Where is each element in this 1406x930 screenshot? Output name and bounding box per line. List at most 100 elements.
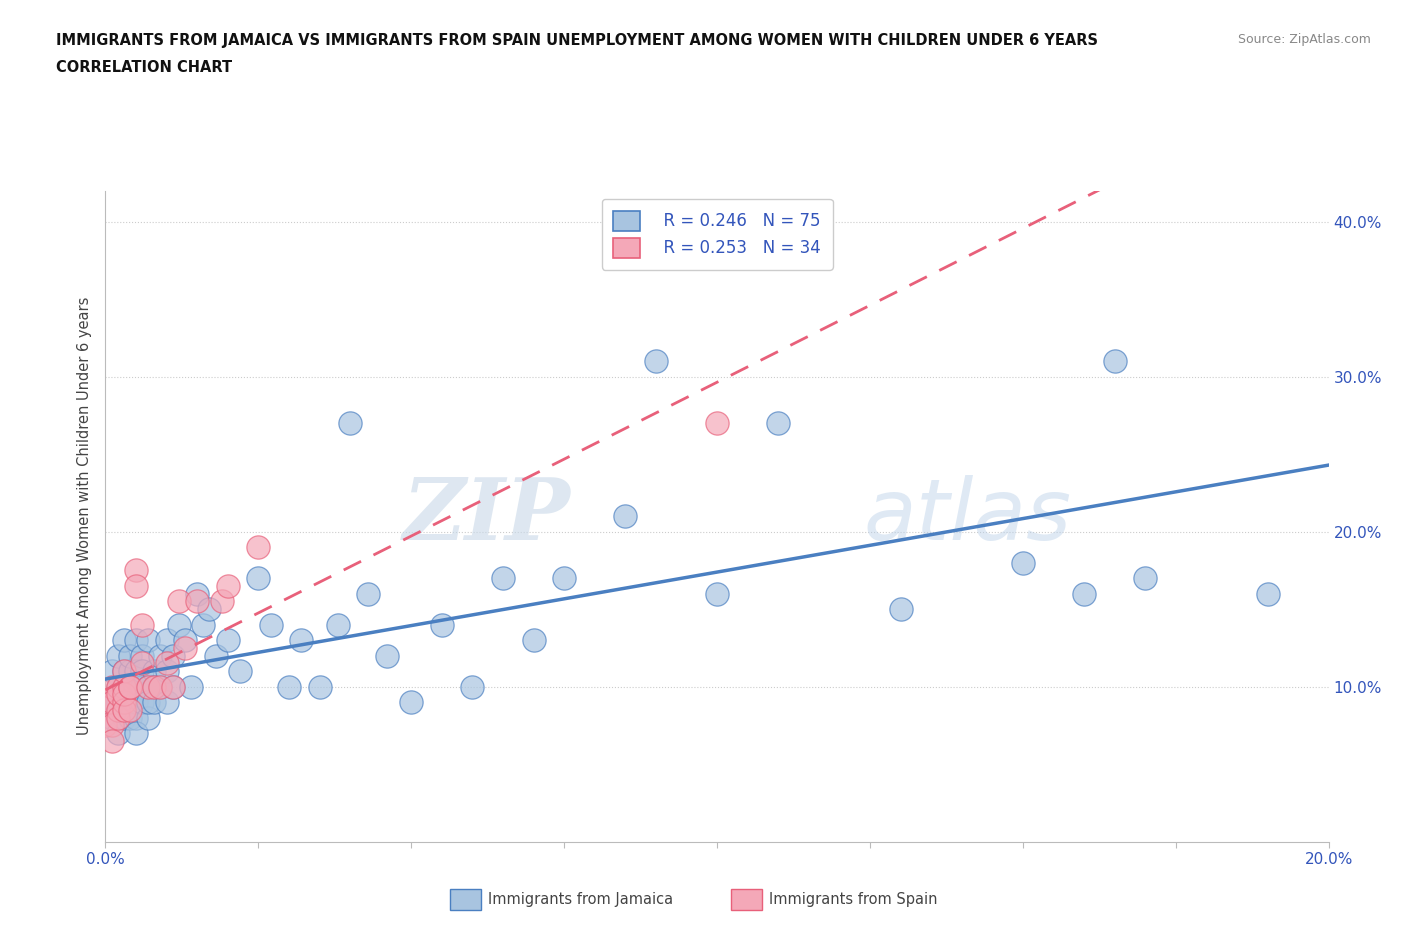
Point <box>94 718 117 733</box>
Point <box>326 618 349 632</box>
Point <box>125 679 148 694</box>
Point <box>155 664 177 679</box>
Point <box>180 679 202 694</box>
Point <box>107 679 129 694</box>
Point <box>259 618 281 632</box>
Point <box>1073 586 1095 601</box>
Point <box>112 664 135 679</box>
Point <box>523 632 546 647</box>
Point <box>204 648 226 663</box>
Point <box>229 664 252 679</box>
Point <box>278 679 301 694</box>
Point <box>167 618 190 632</box>
Point <box>247 571 270 586</box>
Point <box>193 618 215 632</box>
Point <box>125 711 148 725</box>
Point <box>112 632 135 647</box>
Point <box>1011 555 1033 570</box>
Point <box>100 679 122 694</box>
Point <box>125 725 148 740</box>
Point <box>118 648 141 663</box>
Point <box>136 679 159 694</box>
Point <box>118 679 141 694</box>
Point <box>125 695 148 710</box>
Point <box>118 711 141 725</box>
Point <box>186 594 208 609</box>
Point <box>131 695 153 710</box>
Point <box>100 718 122 733</box>
Y-axis label: Unemployment Among Women with Children Under 6 years: Unemployment Among Women with Children U… <box>77 297 93 736</box>
Point <box>125 563 148 578</box>
Point <box>131 656 153 671</box>
Point <box>112 695 135 710</box>
Point <box>217 632 239 647</box>
Point <box>125 664 148 679</box>
Point <box>136 679 159 694</box>
Point <box>112 679 135 694</box>
Point <box>143 664 166 679</box>
Point <box>308 679 330 694</box>
Text: Immigrants from Jamaica: Immigrants from Jamaica <box>488 892 673 907</box>
Point <box>118 695 141 710</box>
Point <box>143 679 166 694</box>
Point <box>131 679 153 694</box>
Point <box>149 648 172 663</box>
Point <box>149 679 172 694</box>
Point <box>357 586 380 601</box>
Point <box>706 416 728 431</box>
Point <box>174 641 197 656</box>
Text: Source: ZipAtlas.com: Source: ZipAtlas.com <box>1237 33 1371 46</box>
Legend:   R = 0.246   N = 75,   R = 0.253   N = 34: R = 0.246 N = 75, R = 0.253 N = 34 <box>602 199 832 270</box>
Point <box>1104 353 1126 368</box>
Point <box>131 664 153 679</box>
Point <box>401 695 423 710</box>
Point <box>492 571 515 586</box>
Point <box>198 602 221 617</box>
Point <box>1256 586 1278 601</box>
Point <box>186 586 208 601</box>
Point <box>112 711 135 725</box>
Point <box>100 664 122 679</box>
Point <box>136 695 159 710</box>
Point <box>100 695 122 710</box>
Point <box>644 353 666 368</box>
Text: atlas: atlas <box>863 474 1071 558</box>
Point <box>217 578 239 593</box>
Point <box>100 695 122 710</box>
Point <box>118 664 141 679</box>
Point <box>155 695 177 710</box>
Point <box>131 648 153 663</box>
Point <box>136 711 159 725</box>
Point <box>100 734 122 749</box>
Point <box>143 679 166 694</box>
Text: IMMIGRANTS FROM JAMAICA VS IMMIGRANTS FROM SPAIN UNEMPLOYMENT AMONG WOMEN WITH C: IMMIGRANTS FROM JAMAICA VS IMMIGRANTS FR… <box>56 33 1098 47</box>
Point <box>112 687 135 702</box>
Point <box>155 656 177 671</box>
Point <box>211 594 233 609</box>
Point <box>339 416 361 431</box>
Point <box>614 509 637 524</box>
Point <box>118 702 141 717</box>
Point <box>112 664 135 679</box>
Text: CORRELATION CHART: CORRELATION CHART <box>56 60 232 75</box>
Point <box>118 679 141 694</box>
Point <box>107 679 129 694</box>
Point <box>162 648 184 663</box>
Point <box>107 687 129 702</box>
Point <box>125 632 148 647</box>
Point <box>94 695 117 710</box>
Point <box>461 679 484 694</box>
Point <box>136 632 159 647</box>
Point <box>143 695 166 710</box>
Point <box>430 618 453 632</box>
Point <box>155 632 177 647</box>
Point <box>1133 571 1156 586</box>
Point <box>112 679 135 694</box>
Point <box>247 539 270 554</box>
Text: ZIP: ZIP <box>402 474 571 558</box>
Text: Immigrants from Spain: Immigrants from Spain <box>769 892 938 907</box>
Point <box>112 702 135 717</box>
Point <box>149 679 172 694</box>
Point <box>131 618 153 632</box>
Point <box>174 632 197 647</box>
